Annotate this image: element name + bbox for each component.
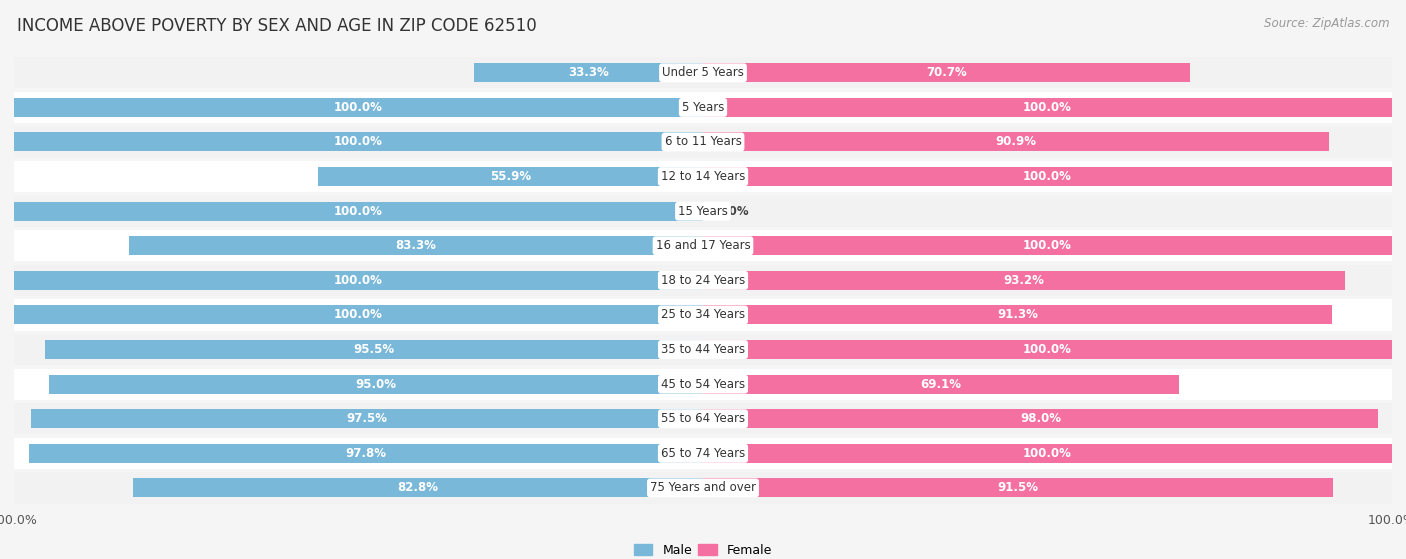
Text: 12 to 14 Years: 12 to 14 Years [661,170,745,183]
Bar [14,92,1392,123]
Text: INCOME ABOVE POVERTY BY SEX AND AGE IN ZIP CODE 62510: INCOME ABOVE POVERTY BY SEX AND AGE IN Z… [17,17,537,35]
Bar [703,409,1378,428]
Bar [30,444,703,463]
Bar [14,196,1392,227]
Bar [14,57,1392,88]
Bar [14,300,1392,330]
Bar [14,161,1392,192]
Text: 35 to 44 Years: 35 to 44 Years [661,343,745,356]
Bar [703,479,1333,498]
Bar [14,126,1392,158]
Bar [14,202,703,221]
Text: 100.0%: 100.0% [1024,447,1071,460]
Text: 5 Years: 5 Years [682,101,724,114]
Text: 70.7%: 70.7% [927,67,967,79]
Text: 93.2%: 93.2% [1004,274,1045,287]
Bar [703,271,1346,290]
Bar [129,236,703,255]
Bar [703,375,1180,394]
Text: 33.3%: 33.3% [568,67,609,79]
Text: 100.0%: 100.0% [1024,239,1071,252]
Text: Source: ZipAtlas.com: Source: ZipAtlas.com [1264,17,1389,30]
Text: 100.0%: 100.0% [335,101,382,114]
Text: 100.0%: 100.0% [1024,343,1071,356]
Bar [703,340,1392,359]
Text: 100.0%: 100.0% [1024,101,1071,114]
Bar [14,98,703,117]
Bar [703,305,1331,324]
Text: 91.5%: 91.5% [998,481,1039,494]
Text: 45 to 54 Years: 45 to 54 Years [661,378,745,391]
Bar [703,63,1189,82]
Bar [14,403,1392,434]
Text: 98.0%: 98.0% [1021,412,1062,425]
Bar [14,132,703,151]
Text: 15 Years: 15 Years [678,205,728,217]
Text: 95.0%: 95.0% [356,378,396,391]
Bar [703,98,1392,117]
Bar [31,409,703,428]
Text: Under 5 Years: Under 5 Years [662,67,744,79]
Text: 100.0%: 100.0% [335,309,382,321]
Text: 18 to 24 Years: 18 to 24 Years [661,274,745,287]
Text: 95.5%: 95.5% [353,343,395,356]
Bar [703,236,1392,255]
Bar [703,132,1329,151]
Bar [132,479,703,498]
Text: 0.0%: 0.0% [717,205,749,217]
Text: 100.0%: 100.0% [335,274,382,287]
Bar [14,472,1392,504]
Bar [14,271,703,290]
Text: 55 to 64 Years: 55 to 64 Years [661,412,745,425]
Text: 97.5%: 97.5% [347,412,388,425]
Text: 75 Years and over: 75 Years and over [650,481,756,494]
Bar [703,167,1392,186]
Bar [703,444,1392,463]
Text: 55.9%: 55.9% [489,170,531,183]
Legend: Male, Female: Male, Female [628,539,778,559]
Bar [14,368,1392,400]
Text: 83.3%: 83.3% [395,239,436,252]
Bar [14,438,1392,469]
Bar [45,340,703,359]
Text: 100.0%: 100.0% [1024,170,1071,183]
Text: 25 to 34 Years: 25 to 34 Years [661,309,745,321]
Text: 97.8%: 97.8% [346,447,387,460]
Text: 82.8%: 82.8% [398,481,439,494]
Bar [318,167,703,186]
Text: 91.3%: 91.3% [997,309,1038,321]
Text: 100.0%: 100.0% [335,205,382,217]
Text: 6 to 11 Years: 6 to 11 Years [665,135,741,149]
Bar [14,305,703,324]
Text: 100.0%: 100.0% [335,135,382,149]
Text: 16 and 17 Years: 16 and 17 Years [655,239,751,252]
Text: 69.1%: 69.1% [921,378,962,391]
Text: 90.9%: 90.9% [995,135,1036,149]
Bar [48,375,703,394]
Bar [14,334,1392,365]
Bar [474,63,703,82]
Bar [14,230,1392,262]
Bar [14,265,1392,296]
Text: 65 to 74 Years: 65 to 74 Years [661,447,745,460]
